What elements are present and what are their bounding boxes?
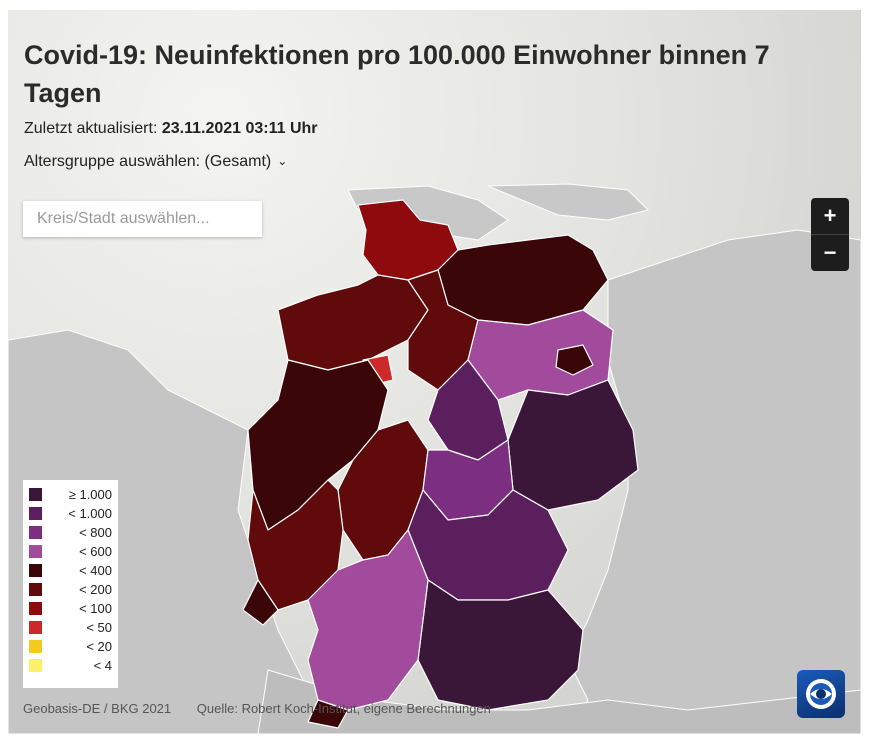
region-niedersachsen-west	[277, 274, 429, 371]
zoom-in-button[interactable]: +	[823, 203, 837, 228]
legend-label: < 200	[79, 582, 112, 597]
zoom-out-button[interactable]: −	[811, 234, 849, 271]
last-updated: Zuletzt aktualisiert: 23.11.2021 03:11 U…	[24, 120, 318, 138]
legend-label: < 400	[79, 563, 112, 578]
germany-regions[interactable]	[242, 199, 639, 729]
legend-label: < 1.000	[68, 506, 112, 521]
last-updated-value: 23.11.2021 03:11 Uhr	[161, 120, 318, 137]
tagesschau-logo-icon[interactable]	[797, 670, 845, 718]
legend-swatch	[29, 564, 42, 577]
legend-swatch	[29, 583, 42, 596]
legend-swatch	[29, 507, 42, 520]
zoom-control: + −	[811, 198, 849, 271]
legend-label: < 4	[93, 658, 112, 673]
map-canvas[interactable]	[8, 10, 861, 734]
legend-swatch	[29, 659, 42, 672]
legend-item: < 800	[29, 523, 112, 542]
region-berlin	[555, 344, 594, 376]
legend: ≥ 1.000 < 1.000 < 800 < 600 < 400 < 200 < 100 <…	[23, 480, 118, 688]
legend-swatch	[29, 640, 42, 653]
region-sachsen	[507, 379, 639, 511]
legend-item: < 4	[29, 656, 112, 675]
district-search-input[interactable]	[23, 201, 262, 237]
legend-label: < 50	[86, 620, 112, 635]
age-group-select-label: Altersgruppe auswählen: (Gesamt)	[24, 153, 272, 170]
legend-label: < 800	[79, 525, 112, 540]
last-updated-label: Zuletzt aktualisiert:	[24, 120, 158, 137]
page-title: Covid-19: Neuinfektionen pro 100.000 Ein…	[24, 40, 770, 108]
legend-item: < 100	[29, 599, 112, 618]
legend-item: < 1.000	[29, 504, 112, 523]
legend-label: < 20	[86, 639, 112, 654]
chevron-down-icon: ⌄	[277, 154, 288, 168]
legend-swatch	[29, 602, 42, 615]
region-baden-south	[307, 699, 349, 729]
legend-item: < 50	[29, 618, 112, 637]
credits: Geobasis-DE / BKG 2021 Quelle: Robert Ko…	[23, 701, 513, 716]
legend-item: < 200	[29, 580, 112, 599]
region-baden-wuerttemberg	[307, 529, 429, 711]
legend-item: < 20	[29, 637, 112, 656]
map-container[interactable]: Covid-19: Neuinfektionen pro 100.000 Ein…	[8, 10, 861, 734]
legend-label: < 100	[79, 601, 112, 616]
region-rheinland-pfalz	[247, 479, 344, 611]
legend-swatch	[29, 545, 42, 558]
legend-item: < 600	[29, 542, 112, 561]
legend-swatch	[29, 526, 42, 539]
legend-item: < 400	[29, 561, 112, 580]
region-saarland	[242, 579, 279, 626]
legend-swatch	[29, 621, 42, 634]
basemap-credit: Geobasis-DE / BKG 2021	[23, 701, 172, 716]
legend-swatch	[29, 488, 42, 501]
logo-mark-icon	[806, 679, 836, 709]
legend-label: < 600	[79, 544, 112, 559]
legend-label: ≥ 1.000	[68, 487, 112, 502]
age-group-select[interactable]: Altersgruppe auswählen: (Gesamt) ⌄	[24, 153, 287, 171]
legend-item: ≥ 1.000	[29, 485, 112, 504]
region-bayern-south	[417, 579, 584, 711]
source-credit: Quelle: Robert Koch-Institut, eigene Ber…	[196, 701, 491, 716]
